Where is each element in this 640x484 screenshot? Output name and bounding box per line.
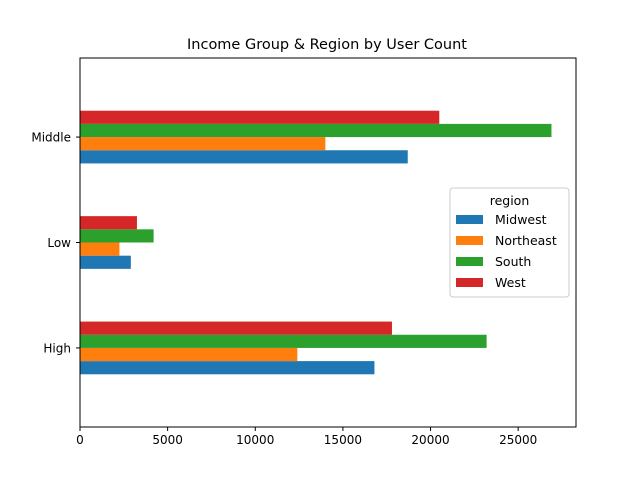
x-tick-label: 0: [76, 433, 84, 447]
x-tick-label: 20000: [411, 433, 449, 447]
legend-label-south: South: [495, 254, 531, 269]
axes-layer: 0 5000 10000 15000 20000 25000 High Low Middle: [31, 131, 537, 447]
legend-swatch-midwest: [456, 215, 483, 224]
x-tick-label: 15000: [324, 433, 362, 447]
bar-low-northeast: [80, 242, 120, 256]
bar-low-south: [80, 229, 154, 243]
bar-middle-northeast: [80, 137, 326, 151]
bar-middle-south: [80, 123, 552, 138]
bar-low-west: [80, 216, 137, 230]
legend: region Midwest Northeast South West: [449, 187, 570, 298]
bar-low-midwest: [80, 255, 131, 269]
y-tick-label: Low: [47, 236, 71, 250]
legend-label-midwest: Midwest: [495, 212, 547, 227]
bar-middle-west: [80, 110, 440, 124]
y-tick-label: High: [43, 341, 71, 355]
y-tick-label: Middle: [31, 131, 71, 145]
chart-title: Income Group & Region by User Count: [187, 37, 467, 53]
x-tick-label: 5000: [152, 433, 183, 447]
bar-high-midwest: [80, 361, 375, 375]
bar-high-northeast: [80, 347, 298, 362]
legend-swatch-south: [456, 257, 483, 266]
legend-label-west: West: [495, 275, 526, 290]
bars-layer: [80, 110, 552, 375]
legend-label-northeast: Northeast: [495, 233, 557, 248]
bar-middle-midwest: [80, 150, 408, 164]
x-tick-label: 10000: [236, 433, 274, 447]
legend-title: region: [490, 193, 530, 208]
x-tick-label: 25000: [499, 433, 537, 447]
legend-swatch-west: [456, 278, 483, 287]
bar-high-south: [80, 334, 487, 348]
legend-swatch-northeast: [456, 236, 483, 245]
bar-high-west: [80, 321, 392, 335]
